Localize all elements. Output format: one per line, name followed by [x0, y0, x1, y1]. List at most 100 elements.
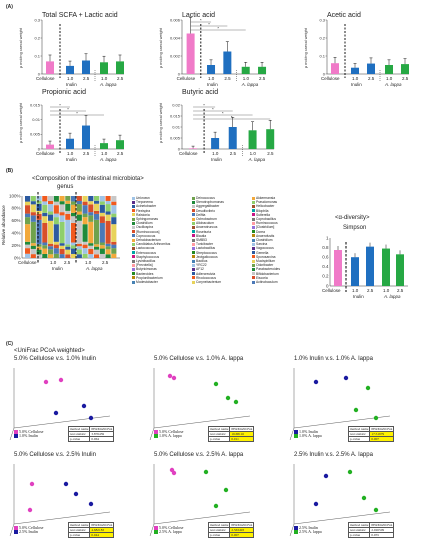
- stack-segment: [94, 213, 100, 220]
- stack-segment: [65, 200, 71, 204]
- x-tick-label: 2.5: [368, 76, 375, 81]
- stack-segment: [53, 217, 59, 225]
- stack-segment: [76, 220, 82, 244]
- pcoa-legend-item: 1.0% A. lappa: [294, 434, 322, 439]
- pcoa-point: [58, 377, 64, 383]
- stack-segment: [76, 214, 82, 221]
- stack-segment: [25, 217, 31, 225]
- pcoa-point: [323, 473, 329, 479]
- pcoa-legend: 5.0% Cellulose 2.5% A. lappa: [154, 525, 183, 535]
- pcoa-legend-swatch: [154, 530, 158, 535]
- legend-label: Streptococcus: [196, 250, 217, 255]
- microbiota-title: <Composition of the intestinal microbiot…: [32, 176, 144, 182]
- x-tick-label: 1.0: [352, 76, 359, 81]
- legend-item: Blautia: [192, 234, 224, 238]
- legend-swatch: [192, 276, 195, 280]
- stat-key: p-value: [347, 532, 371, 538]
- x-tick-label: Cellulose: [321, 76, 340, 81]
- legend-label: Deinococcus: [196, 196, 215, 200]
- pc-axis: [289, 427, 295, 441]
- pcoa-legend-swatch: [154, 434, 158, 439]
- x-tick-label: 1.0: [212, 151, 219, 156]
- legend-label: [Prevotella]: [136, 263, 153, 268]
- legend-swatch: [192, 196, 195, 200]
- stack-segment: [94, 196, 100, 201]
- legend-label: Odoribacter: [256, 263, 274, 268]
- legend-swatch: [252, 226, 255, 230]
- legend-swatch: [252, 200, 255, 204]
- chart-title: Total SCFA + Lactic acid: [42, 12, 118, 19]
- stack-segment: [65, 254, 71, 258]
- pcoa-legend-item: 1.0% Inulin: [14, 434, 43, 439]
- simpson-x-label: 2.5: [397, 288, 404, 293]
- simpson-y-tick: 0.2: [322, 274, 329, 279]
- simpson-x-label: 1.0: [383, 288, 390, 293]
- x-tick-label: 2.5: [224, 76, 231, 81]
- stack-segment: [59, 248, 65, 255]
- legend-label: Modestobacter: [136, 280, 158, 285]
- legend-item: Eiscoria: [252, 276, 280, 280]
- stack-segment: [53, 201, 59, 206]
- stack-segment: [88, 196, 94, 202]
- legend-label: Aggregatibacter: [196, 204, 220, 209]
- stack-x-label: 1.0: [85, 260, 92, 265]
- bar: [66, 65, 74, 74]
- stack-segment: [99, 245, 105, 249]
- stack-segment: [88, 243, 94, 246]
- legend-label: Coprobacillus: [256, 217, 276, 222]
- bar: [189, 148, 198, 149]
- legend-item: Bacillus: [192, 259, 224, 263]
- pcoa-point: [73, 491, 79, 497]
- legend-label: Pseudomonas: [256, 200, 278, 205]
- stack-segment: [53, 224, 59, 242]
- pc-axis: [9, 427, 15, 441]
- alappa-group-label: A. lappa: [99, 157, 117, 162]
- legend-item: Lactobacillus: [192, 246, 224, 250]
- panel-c-label: (C): [6, 341, 13, 347]
- stack-segment: [59, 204, 65, 213]
- stack-segment: [59, 212, 65, 216]
- legend-item: Modestobacter: [132, 280, 170, 284]
- legend-swatch: [252, 272, 255, 276]
- chart-title: Lactic acid: [182, 12, 216, 19]
- stack-segment: [30, 204, 36, 213]
- legend-item: Staphylococcus: [132, 255, 170, 259]
- stack-segment: [82, 241, 88, 245]
- permanova-table: method name PERMANOVA test statistic 3.8764…: [67, 426, 115, 442]
- stack-segment: [94, 246, 100, 250]
- stack-segment: [111, 213, 117, 218]
- pcoa-plot-5: [289, 464, 391, 537]
- x-tick-label: Cellulose: [36, 151, 55, 156]
- chart-title: Acetic acid: [327, 12, 361, 19]
- legend-swatch: [252, 263, 255, 267]
- stat-value: 0.011: [229, 436, 255, 442]
- stack-segment: [105, 204, 111, 212]
- pcoa-legend: 5.0% Cellulose 1.0% A. lappa: [154, 429, 183, 439]
- pcoa-legend-swatch: [154, 526, 158, 531]
- legend-swatch: [132, 226, 135, 230]
- stack-segment: [88, 245, 94, 249]
- legend-item: Dehalobacterium: [132, 238, 170, 242]
- svg-text:*: *: [67, 107, 69, 112]
- legend-swatch: [252, 213, 255, 217]
- legend-item: Pseudomonas: [252, 200, 280, 204]
- alappa-group-label: A. lappa: [248, 157, 266, 162]
- legend-label: Sporosarcina: [256, 254, 276, 259]
- legend-swatch: [132, 259, 135, 263]
- pcoa-legend-item: 2.5% Inulin: [294, 525, 322, 531]
- stack-y-tick: 80%: [11, 206, 20, 211]
- legend-label: SMB53: [196, 238, 207, 243]
- x-tick-label: Cellulose: [177, 76, 196, 81]
- legend-label: Stenotrophomonas: [196, 200, 224, 205]
- pcoa-legend-swatch: [154, 430, 158, 435]
- svg-text:*: *: [231, 115, 233, 120]
- permanova-table: method name PERMANOVA test statistic 4.6821…: [67, 522, 115, 538]
- legend-item: Unknown: [132, 196, 170, 200]
- stack-segment: [88, 221, 94, 244]
- pcoa-point: [313, 501, 319, 507]
- bar: [351, 67, 359, 74]
- stack-segment: [105, 249, 111, 255]
- legend-label: Blautia: [196, 233, 207, 238]
- pcoa-title: 5.0% Cellulose v.s. 1.0% A. lappa: [154, 356, 244, 362]
- y-tick-label: 0: [38, 71, 41, 76]
